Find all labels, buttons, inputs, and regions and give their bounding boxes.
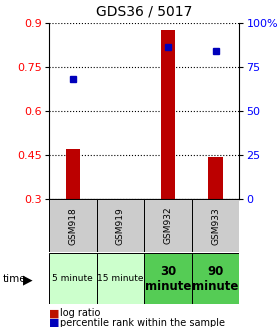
- Bar: [192, 199, 239, 252]
- Text: percentile rank within the sample: percentile rank within the sample: [60, 318, 225, 327]
- Text: GSM932: GSM932: [164, 207, 172, 245]
- Bar: [49, 253, 97, 304]
- Text: GSM933: GSM933: [211, 207, 220, 245]
- Text: 15 minute: 15 minute: [97, 274, 144, 283]
- Bar: [208, 157, 223, 199]
- Text: GSM918: GSM918: [68, 207, 77, 245]
- Text: 30
minute: 30 minute: [145, 265, 191, 293]
- Text: time: time: [3, 274, 26, 284]
- Bar: [161, 30, 175, 199]
- Text: ■: ■: [49, 318, 59, 327]
- Bar: [49, 199, 97, 252]
- Bar: [97, 253, 144, 304]
- Bar: [66, 149, 80, 199]
- Title: GDS36 / 5017: GDS36 / 5017: [96, 5, 192, 19]
- Text: log ratio: log ratio: [60, 308, 101, 318]
- Text: ■: ■: [49, 308, 59, 318]
- Text: ▶: ▶: [23, 274, 33, 287]
- Bar: [144, 199, 192, 252]
- Bar: [192, 253, 239, 304]
- Bar: [144, 253, 192, 304]
- Text: GSM919: GSM919: [116, 207, 125, 245]
- Text: 5 minute: 5 minute: [52, 274, 93, 283]
- Text: 90
minute: 90 minute: [192, 265, 239, 293]
- Bar: [97, 199, 144, 252]
